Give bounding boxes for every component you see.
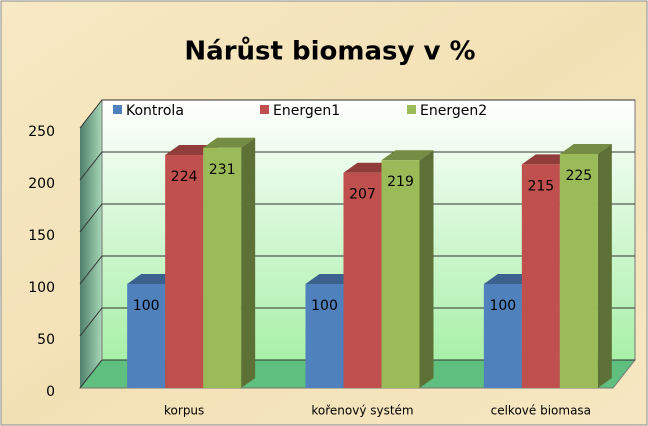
data-label: 225 — [565, 168, 592, 184]
y-tick-label: 100 — [28, 280, 55, 296]
data-label: 224 — [171, 169, 198, 185]
grid-line — [79, 307, 635, 337]
bar-top — [203, 137, 256, 148]
y-tick-label: 0 — [46, 384, 55, 400]
bar — [521, 164, 560, 388]
bar-top — [559, 144, 612, 154]
legend-swatch — [113, 105, 122, 114]
x-tick-label: kořenový systém — [311, 404, 413, 418]
grid-line — [79, 359, 635, 389]
bar — [305, 284, 344, 388]
x-tick-label: korpus — [164, 404, 204, 418]
legend-label: Energen2 — [420, 103, 487, 119]
bar-top — [381, 150, 434, 161]
data-label: 219 — [387, 174, 414, 190]
side-wall — [80, 100, 102, 388]
grid-line — [79, 203, 635, 233]
data-label: 100 — [133, 298, 160, 314]
bar-side — [241, 137, 256, 388]
grid-line — [79, 255, 635, 285]
y-tick-label: 250 — [28, 124, 55, 140]
legend-swatch — [407, 105, 416, 114]
legend-swatch — [260, 105, 269, 114]
data-label: 231 — [209, 162, 236, 178]
bar — [559, 154, 598, 388]
bar — [203, 147, 242, 388]
grid-line — [79, 99, 635, 129]
data-label: 100 — [311, 298, 338, 314]
data-label: 100 — [489, 298, 516, 314]
bar — [127, 284, 166, 388]
y-tick-label: 50 — [37, 332, 55, 348]
bar-side — [597, 144, 612, 388]
grid-line — [79, 151, 635, 181]
legend-label: Kontrola — [126, 103, 184, 119]
bar — [165, 155, 204, 388]
bar-side — [419, 150, 434, 388]
chart-title: Nárůst biomasy v % — [184, 36, 475, 67]
data-label: 207 — [349, 187, 376, 203]
bar — [381, 160, 420, 388]
legend-label: Energen1 — [273, 103, 340, 119]
bar — [483, 284, 522, 388]
data-label: 215 — [527, 178, 554, 194]
bar — [343, 172, 382, 388]
y-tick-label: 200 — [28, 176, 55, 192]
x-tick-label: celkové biomasa — [491, 404, 591, 418]
y-tick-label: 150 — [28, 228, 55, 244]
